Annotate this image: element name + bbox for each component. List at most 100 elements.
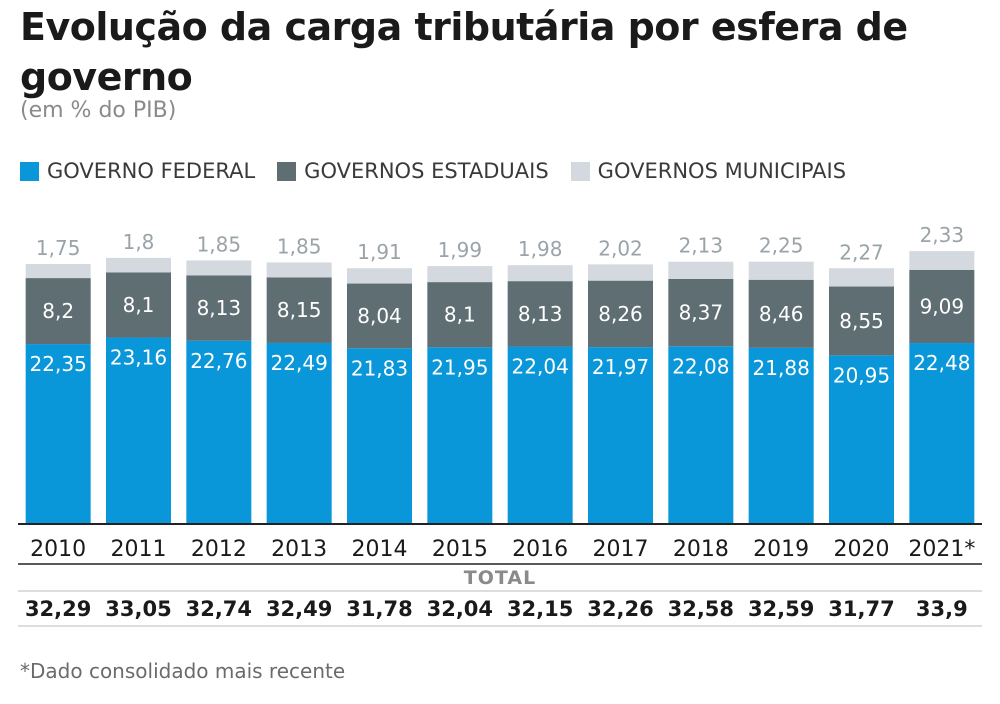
bar-estaduais: [909, 269, 975, 344]
data-label-estaduais: 8,15: [277, 298, 322, 322]
legend-item-estaduais: GOVERNOS ESTADUAIS: [277, 159, 549, 183]
bar-federal: [106, 337, 171, 524]
legend-label-municipais: GOVERNOS MUNICIPAIS: [597, 159, 847, 183]
data-label-estaduais: 8,04: [357, 304, 402, 328]
total-value: 33,9: [916, 597, 968, 621]
data-label-estaduais: 8,37: [679, 301, 724, 325]
total-value: 32,58: [668, 597, 734, 621]
bar-federal: [25, 344, 91, 524]
data-label-federal: 22,76: [190, 349, 247, 373]
bar-estaduais: [748, 279, 814, 348]
data-label-municipais: 1,91: [357, 240, 402, 264]
x-tick-label: 2011: [111, 537, 167, 562]
data-label-federal: 22,08: [672, 354, 729, 378]
data-label-municipais: 2,13: [679, 234, 724, 258]
data-label-federal: 20,95: [833, 363, 890, 387]
bar-federal: [186, 340, 252, 524]
total-value: 32,74: [186, 597, 252, 621]
bar-estaduais: [588, 280, 653, 348]
bar-municipais: [909, 251, 975, 270]
bar-municipais: [25, 263, 91, 279]
data-label-federal: 21,88: [753, 356, 810, 380]
data-label-federal: 22,49: [271, 351, 328, 375]
legend-label-federal: GOVERNO FEDERAL: [47, 159, 256, 183]
chart-subtitle: (em % do PIB): [20, 98, 177, 123]
legend: GOVERNO FEDERAL GOVERNOS ESTADUAIS GOVER…: [20, 156, 868, 186]
x-tick-label: 2015: [432, 537, 488, 562]
data-label-estaduais: 8,13: [197, 296, 242, 320]
data-label-municipais: 1,98: [518, 237, 563, 261]
bar-federal: [507, 346, 573, 524]
x-tick-label: 2021*: [908, 537, 975, 562]
bar-municipais: [668, 261, 734, 279]
data-label-federal: 22,04: [512, 355, 569, 379]
data-label-federal: 22,48: [913, 351, 970, 375]
data-label-federal: 23,16: [110, 346, 167, 370]
data-label-federal: 21,83: [351, 356, 408, 380]
total-value: 32,49: [266, 597, 332, 621]
x-tick-label: 2017: [593, 537, 649, 562]
total-value: 32,29: [25, 597, 91, 621]
data-label-municipais: 2,25: [759, 234, 804, 258]
total-value: 32,59: [748, 597, 814, 621]
bar-estaduais: [829, 286, 894, 356]
x-tick-label: 2018: [673, 537, 729, 562]
total-heading: TOTAL: [464, 567, 536, 589]
x-tick-label: 2019: [753, 537, 809, 562]
data-label-estaduais: 8,1: [123, 293, 155, 317]
data-label-estaduais: 8,55: [839, 309, 884, 333]
total-value: 32,15: [507, 597, 573, 621]
legend-swatch-federal: [20, 161, 39, 181]
bar-estaduais: [427, 282, 493, 348]
data-label-municipais: 2,33: [920, 223, 965, 247]
chart-title: Evolução da carga tributária por esfera …: [20, 5, 908, 99]
bar-municipais: [507, 265, 573, 282]
footnote: *Dado consolidado mais recente: [20, 659, 346, 683]
bar-municipais: [347, 268, 412, 284]
data-label-municipais: 1,85: [197, 232, 242, 256]
bar-estaduais: [186, 275, 252, 341]
bar-estaduais: [106, 272, 171, 338]
x-tick-label: 2014: [352, 537, 408, 562]
bar-municipais: [588, 264, 653, 281]
x-tick-label: 2013: [271, 537, 327, 562]
data-label-estaduais: 8,46: [759, 302, 804, 326]
bar-estaduais: [266, 277, 332, 343]
data-label-federal: 21,95: [431, 355, 488, 379]
data-label-estaduais: 9,09: [920, 294, 965, 318]
data-label-municipais: 1,75: [36, 236, 81, 260]
total-value: 32,04: [427, 597, 493, 621]
total-value: 31,78: [346, 597, 412, 621]
data-label-estaduais: 8,2: [42, 299, 74, 323]
x-tick-label: 2012: [191, 537, 247, 562]
bar-federal: [347, 348, 412, 524]
x-tick-label: 2010: [30, 537, 86, 562]
legend-swatch-municipais: [570, 161, 590, 181]
data-label-federal: 22,35: [30, 352, 87, 376]
data-label-municipais: 2,02: [598, 236, 643, 260]
bar-estaduais: [507, 281, 573, 347]
bar-federal: [909, 343, 975, 524]
bar-federal: [668, 346, 734, 524]
bar-federal: [266, 342, 332, 524]
bar-federal: [588, 347, 653, 524]
bar-municipais: [748, 261, 814, 280]
x-tick-label: 2016: [512, 537, 568, 562]
bar-estaduais: [668, 278, 734, 347]
data-label-municipais: 1,85: [277, 234, 322, 258]
bar-municipais: [427, 266, 493, 283]
bar-federal: [829, 355, 894, 524]
bar-municipais: [266, 262, 332, 278]
data-label-municipais: 1,99: [438, 238, 483, 262]
legend-label-estaduais: GOVERNOS ESTADUAIS: [304, 159, 549, 183]
bar-federal: [748, 347, 814, 524]
data-label-municipais: 2,27: [839, 240, 884, 264]
bar-estaduais: [347, 283, 412, 349]
legend-item-municipais: GOVERNOS MUNICIPAIS: [570, 159, 847, 183]
legend-item-federal: GOVERNO FEDERAL: [20, 159, 255, 183]
data-label-estaduais: 8,13: [518, 302, 563, 326]
bar-municipais: [829, 268, 894, 287]
legend-swatch-estaduais: [277, 161, 297, 181]
data-label-estaduais: 8,26: [598, 302, 643, 326]
